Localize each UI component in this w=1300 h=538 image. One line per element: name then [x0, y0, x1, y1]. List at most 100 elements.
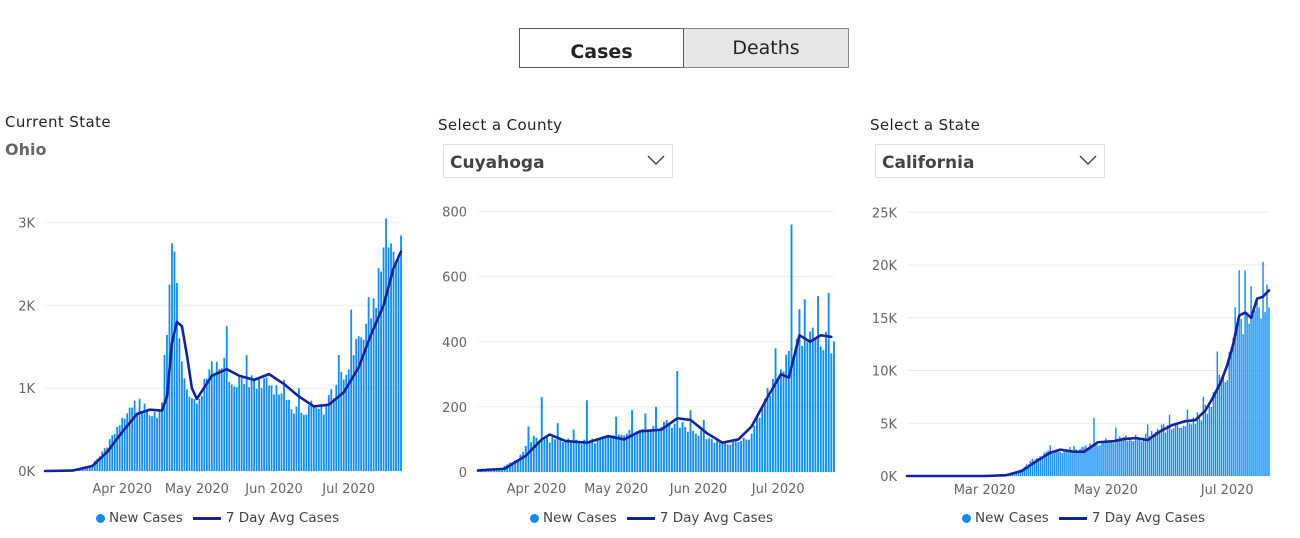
new-cases-bar — [1250, 286, 1252, 476]
new-cases-bar — [1238, 270, 1240, 476]
new-cases-bar — [798, 309, 801, 472]
new-cases-bar — [607, 436, 610, 472]
new-cases-bar — [623, 435, 626, 472]
new-cases-bar — [1236, 322, 1238, 476]
new-cases-bar — [200, 396, 203, 471]
x-tick-label: May 2020 — [1074, 483, 1138, 498]
new-cases-bar — [288, 399, 290, 471]
new-cases-bar — [350, 309, 353, 471]
y-tick-label: 0K — [18, 465, 35, 480]
new-cases-bar — [1049, 445, 1051, 476]
new-cases-bar — [1200, 420, 1203, 476]
new-cases-bar — [395, 263, 397, 471]
legend-line-label: 7 Day Avg Cases — [1091, 510, 1206, 526]
new-cases-bar — [538, 440, 541, 472]
new-cases-bar — [1061, 452, 1063, 476]
new-cases-bar — [1029, 461, 1032, 476]
new-cases-bar — [615, 416, 618, 472]
new-cases-bar — [1254, 310, 1256, 476]
new-cases-bar — [275, 385, 278, 471]
new-cases-bar — [1051, 453, 1053, 476]
new-cases-bar — [1166, 425, 1169, 476]
x-tick-label: Jun 2020 — [669, 482, 728, 497]
new-cases-bar — [1182, 425, 1185, 476]
new-cases-bar — [785, 354, 788, 472]
new-cases-bar — [673, 423, 676, 472]
county-chart: 0 200 400 600 800 Apr 2020 May 2020 Jun 2020 Jul… — [442, 206, 835, 497]
new-cases-bar — [1252, 314, 1254, 476]
new-cases-bar — [392, 251, 395, 471]
new-cases-bar — [612, 435, 615, 472]
state-dropdown[interactable]: California — [875, 144, 1105, 178]
new-cases-bar — [729, 444, 732, 472]
new-cases-bar — [1081, 446, 1083, 476]
new-cases-bar — [1087, 448, 1089, 476]
new-cases-bar — [678, 427, 681, 472]
new-cases-bar — [225, 326, 228, 471]
new-cases-bar — [268, 385, 270, 471]
new-cases-bar — [1242, 334, 1244, 476]
new-cases-bar — [1105, 438, 1107, 476]
new-cases-bar — [1150, 431, 1153, 476]
x-tick-label: May 2020 — [584, 482, 648, 497]
new-cases-bar — [1067, 451, 1069, 476]
new-cases-bar — [1260, 318, 1262, 476]
new-cases-bar — [599, 438, 602, 472]
new-cases-bar — [253, 380, 256, 471]
new-cases-bar — [548, 442, 551, 472]
new-cases-bar — [340, 372, 343, 471]
new-cases-bar — [1039, 456, 1041, 476]
new-cases-bar — [1017, 471, 1020, 476]
new-cases-bar — [556, 423, 559, 472]
panel-current-state: Current State Ohio 0K 1K 2K 3K Apr 2020 May 2… — [0, 0, 420, 538]
new-cases-bar — [1216, 351, 1218, 476]
new-cases-bar — [591, 438, 594, 472]
new-cases-bar — [136, 413, 139, 471]
new-cases-bar — [1204, 404, 1207, 476]
new-cases-bar — [215, 361, 218, 471]
new-cases-bar — [303, 414, 305, 471]
new-cases-bar — [487, 470, 490, 472]
new-cases-bar — [522, 451, 525, 472]
new-cases-bar — [265, 377, 268, 471]
new-cases-bar — [1111, 441, 1113, 476]
new-cases-bar — [1160, 424, 1163, 476]
new-cases-bar — [238, 375, 241, 471]
new-cases-bar — [1148, 435, 1151, 476]
new-cases-bar — [732, 442, 734, 472]
new-cases-bars — [985, 261, 1270, 476]
new-cases-bar — [1140, 441, 1143, 476]
new-cases-bar — [753, 425, 756, 472]
new-cases-bar — [1043, 452, 1045, 476]
new-cases-bar — [141, 411, 143, 471]
new-cases-bar — [1071, 451, 1073, 476]
new-cases-bar — [819, 346, 822, 472]
new-cases-bar — [508, 462, 511, 472]
new-cases-bar — [98, 456, 101, 471]
new-cases-bar — [360, 337, 363, 471]
new-cases-bar — [737, 442, 740, 472]
new-cases-bar — [676, 371, 679, 472]
new-cases-bar — [101, 451, 104, 471]
new-cases-bar — [641, 429, 644, 472]
legend-bar-label: New Cases — [543, 510, 617, 526]
new-cases-bar — [188, 396, 191, 471]
new-cases-bar — [146, 410, 148, 471]
new-cases-bar — [756, 415, 758, 472]
x-tick-label: Mar 2020 — [954, 483, 1016, 498]
new-cases-bar — [1194, 423, 1197, 476]
new-cases-bar — [173, 251, 176, 471]
new-cases-bar — [1137, 438, 1139, 476]
new-cases-bar — [833, 341, 835, 472]
x-tick-label: Jul 2020 — [321, 482, 375, 497]
deaths-tab[interactable]: Deaths — [684, 28, 849, 68]
county-dropdown[interactable]: Cuyahoga — [443, 144, 673, 178]
new-cases-bar — [1069, 446, 1071, 476]
new-cases-bar — [1115, 427, 1117, 476]
new-cases-bar — [347, 369, 350, 471]
new-cases-bar — [400, 235, 402, 471]
new-cases-bar — [554, 439, 556, 472]
cases-tab[interactable]: Cases — [519, 28, 684, 68]
new-cases-bar — [803, 299, 806, 472]
new-cases-bar — [546, 437, 549, 472]
